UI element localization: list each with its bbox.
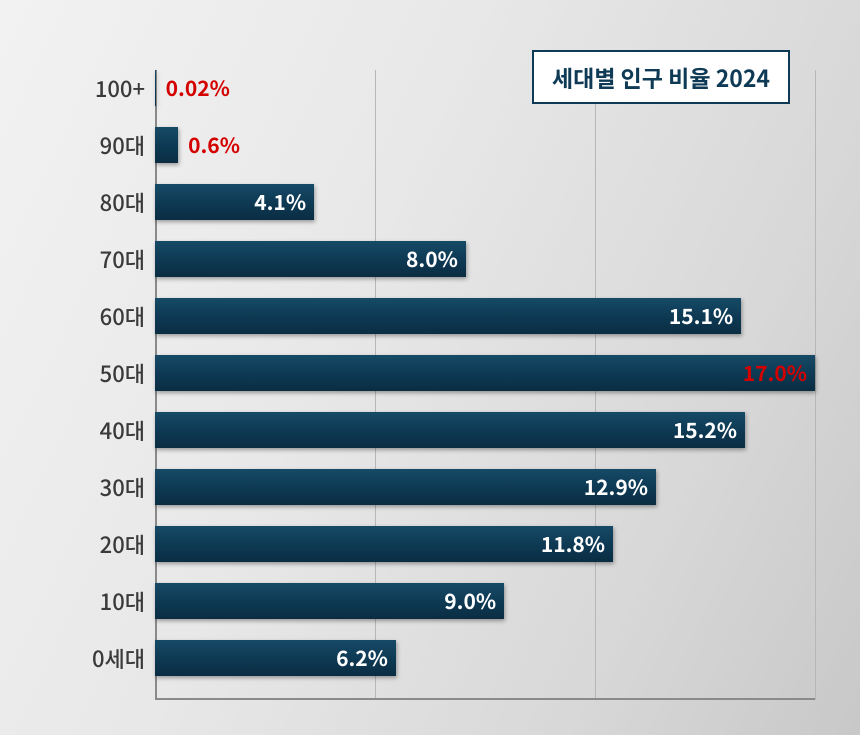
bar-row: 20대11.8% xyxy=(155,526,815,562)
bar: 15.1% xyxy=(155,298,741,334)
bar-row: 80대4.1% xyxy=(155,184,815,220)
bar: 12.9% xyxy=(155,469,656,505)
bar-row: 10대9.0% xyxy=(155,583,815,619)
chart-container: 세대별 인구 비율 2024 100+0.02%90대0.6%80대4.1%70… xyxy=(40,30,830,710)
plot-area: 100+0.02%90대0.6%80대4.1%70대8.0%60대15.1%50… xyxy=(155,70,815,700)
category-label: 80대 xyxy=(35,184,145,220)
bar-row: 60대15.1% xyxy=(155,298,815,334)
x-axis xyxy=(155,698,815,700)
bar-row: 70대8.0% xyxy=(155,241,815,277)
bar-row: 0세대6.2% xyxy=(155,640,815,676)
chart-title: 세대별 인구 비율 2024 xyxy=(532,50,790,104)
value-label: 15.1% xyxy=(669,298,733,334)
category-label: 90대 xyxy=(35,127,145,163)
bar: 17.0% xyxy=(155,355,815,391)
bar-row: 40대15.2% xyxy=(155,412,815,448)
value-label: 6.2% xyxy=(336,640,388,676)
bar-row: 90대0.6% xyxy=(155,127,815,163)
category-label: 0세대 xyxy=(35,640,145,676)
value-label: 11.8% xyxy=(541,526,605,562)
value-label: 9.0% xyxy=(444,583,496,619)
category-label: 60대 xyxy=(35,298,145,334)
bar-row: 30대12.9% xyxy=(155,469,815,505)
value-label: 0.02% xyxy=(166,70,230,106)
bar: 4.1% xyxy=(155,184,314,220)
value-label: 12.9% xyxy=(584,469,648,505)
gridline xyxy=(815,70,816,700)
category-label: 70대 xyxy=(35,241,145,277)
category-label: 30대 xyxy=(35,469,145,505)
bar xyxy=(155,127,178,163)
value-label: 4.1% xyxy=(254,184,306,220)
category-label: 50대 xyxy=(35,355,145,391)
category-label: 100+ xyxy=(35,70,145,106)
value-label: 17.0% xyxy=(743,355,807,391)
bar-row: 50대17.0% xyxy=(155,355,815,391)
value-label: 0.6% xyxy=(188,127,240,163)
bar: 8.0% xyxy=(155,241,466,277)
bar: 9.0% xyxy=(155,583,504,619)
category-label: 20대 xyxy=(35,526,145,562)
bar: 15.2% xyxy=(155,412,745,448)
category-label: 10대 xyxy=(35,583,145,619)
value-label: 15.2% xyxy=(673,412,737,448)
value-label: 8.0% xyxy=(406,241,458,277)
bar: 11.8% xyxy=(155,526,613,562)
bar: 6.2% xyxy=(155,640,396,676)
bar xyxy=(155,70,156,106)
category-label: 40대 xyxy=(35,412,145,448)
